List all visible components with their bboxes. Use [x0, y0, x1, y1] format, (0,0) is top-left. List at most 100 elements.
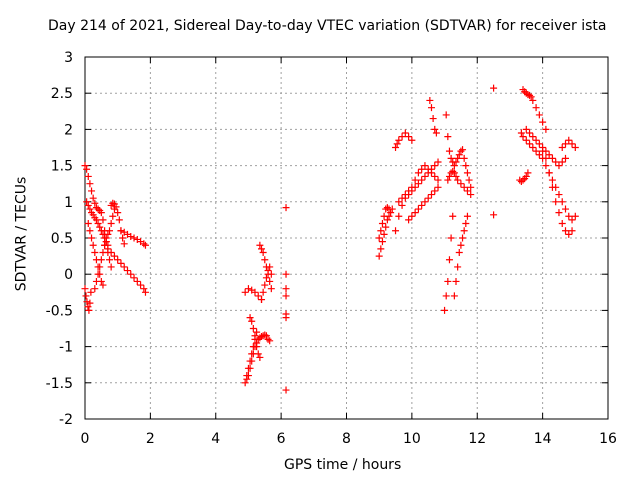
data-point [519, 133, 527, 141]
y-tick-label: 2.5 [51, 86, 73, 102]
data-point [86, 299, 94, 307]
data-point [450, 292, 458, 300]
data-point [462, 162, 470, 170]
data-point [88, 187, 96, 195]
data-point [460, 227, 468, 235]
data-point [545, 169, 553, 177]
series-arc-17 [375, 204, 393, 242]
data-point [445, 256, 453, 264]
data-point [258, 296, 266, 304]
data-point [244, 285, 252, 293]
data-point [568, 216, 576, 224]
data-point [467, 183, 475, 191]
data-point [282, 386, 290, 394]
data-point [101, 241, 109, 249]
data-point [82, 292, 90, 300]
data-point [249, 325, 257, 332]
data-point [393, 140, 401, 148]
data-point [130, 234, 138, 242]
data-point [442, 292, 450, 300]
data-point [395, 136, 403, 144]
data-point [375, 252, 383, 260]
grid-layer [85, 57, 608, 419]
data-point [462, 220, 470, 228]
data-point [253, 343, 261, 351]
data-point [266, 337, 274, 345]
data-point [552, 198, 560, 206]
y-tick-label: 1.5 [51, 159, 73, 175]
x-tick-label: 12 [468, 431, 486, 447]
series-arc-21 [405, 183, 442, 224]
data-point [452, 172, 460, 180]
data-point [120, 263, 128, 271]
data-point [460, 183, 468, 191]
data-point [127, 270, 135, 278]
data-point [405, 187, 413, 195]
series-arc-20 [395, 162, 442, 206]
data-point [85, 306, 93, 314]
series-arc-28 [519, 86, 550, 133]
series-arc-23 [442, 111, 475, 191]
y-tick-label: 0.5 [51, 231, 73, 247]
data-point [387, 209, 395, 217]
data-point [104, 230, 112, 238]
series-arc-8 [117, 227, 149, 249]
data-point [431, 125, 439, 133]
data-point [261, 281, 269, 289]
data-point [555, 191, 563, 199]
data-point [102, 234, 110, 242]
data-point [490, 84, 498, 92]
series-arc-29 [517, 129, 579, 224]
data-point [248, 357, 256, 365]
data-point [445, 172, 453, 180]
data-point [398, 201, 406, 209]
series-arc-7 [101, 241, 149, 296]
data-point [517, 129, 525, 137]
y-tick-label: -1.5 [46, 376, 73, 392]
data-point [94, 270, 102, 278]
plot-frame [84, 56, 609, 420]
data-point [429, 115, 437, 123]
data-point [107, 248, 115, 256]
data-point [414, 169, 422, 177]
data-point [408, 136, 416, 144]
data-point [282, 285, 290, 293]
data-point [460, 154, 468, 162]
series-arc-24 [444, 167, 475, 199]
data-point [94, 220, 102, 228]
data-point [414, 205, 422, 213]
data-point [450, 169, 458, 177]
data-point [81, 162, 89, 170]
data-point [241, 379, 249, 387]
data-point [266, 277, 274, 285]
data-point [94, 205, 102, 213]
data-point [457, 147, 465, 155]
data-point [96, 223, 104, 231]
data-point [519, 176, 527, 184]
data-point [434, 176, 442, 184]
data-point [457, 180, 465, 188]
data-point [92, 216, 100, 224]
data-point [490, 211, 498, 219]
data-point [558, 158, 566, 166]
data-point [258, 332, 266, 340]
data-point [532, 147, 540, 155]
data-point [392, 144, 400, 151]
series-arc-2 [81, 285, 95, 314]
data-point [256, 353, 264, 361]
data-point [421, 172, 429, 180]
data-point [261, 256, 269, 264]
data-point [398, 194, 406, 202]
data-point [109, 212, 117, 220]
data-point [106, 256, 114, 264]
series-arc-26 [450, 212, 471, 300]
data-point [542, 154, 550, 162]
data-point [254, 350, 262, 358]
data-point [267, 270, 275, 278]
series-arc-18 [392, 129, 416, 151]
data-point [455, 248, 463, 256]
data-point [542, 162, 550, 170]
data-point [452, 158, 460, 166]
y-axis-label: SDTVAR / TECUs [13, 176, 30, 292]
